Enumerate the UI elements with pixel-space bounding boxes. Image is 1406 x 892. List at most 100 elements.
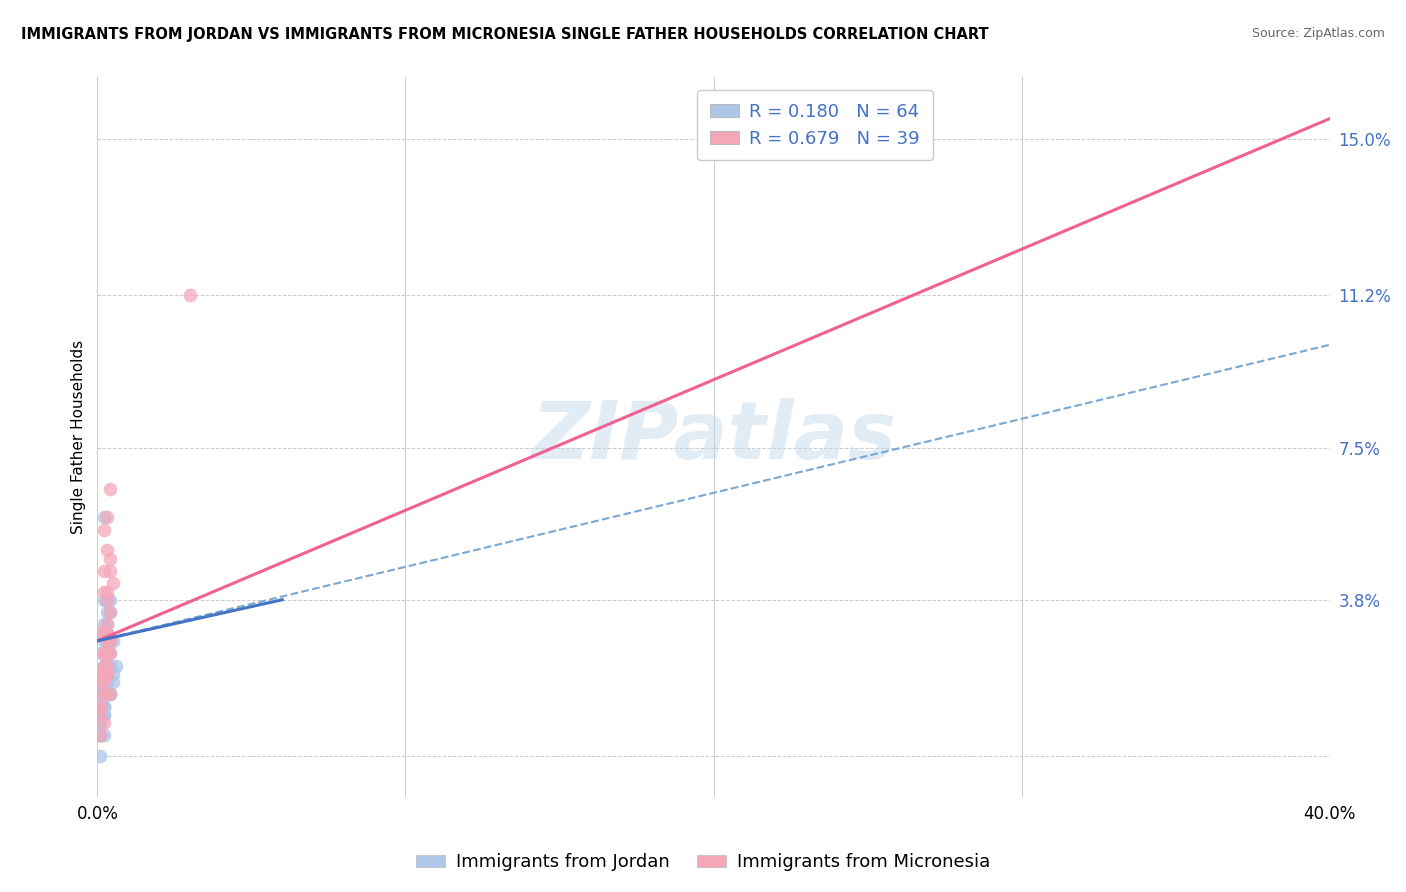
Point <box>89 699 111 714</box>
Point <box>93 592 115 607</box>
Point <box>93 564 115 578</box>
Legend: R = 0.180   N = 64, R = 0.679   N = 39: R = 0.180 N = 64, R = 0.679 N = 39 <box>697 90 932 161</box>
Point <box>89 666 111 681</box>
Point <box>89 687 111 701</box>
Point <box>93 729 115 743</box>
Point <box>93 510 115 524</box>
Point <box>101 633 124 648</box>
Point <box>89 625 111 640</box>
Text: ZIPatlas: ZIPatlas <box>531 399 896 476</box>
Point <box>89 699 111 714</box>
Point <box>93 658 115 673</box>
Point <box>98 687 121 701</box>
Point <box>93 675 115 690</box>
Point <box>98 564 121 578</box>
Point <box>93 687 115 701</box>
Point <box>93 646 115 660</box>
Point <box>93 675 115 690</box>
Point <box>93 658 115 673</box>
Text: Source: ZipAtlas.com: Source: ZipAtlas.com <box>1251 27 1385 40</box>
Point <box>96 646 118 660</box>
Point <box>179 288 201 302</box>
Point <box>93 707 115 722</box>
Point <box>96 675 118 690</box>
Point <box>93 716 115 731</box>
Point <box>96 510 118 524</box>
Point <box>98 605 121 619</box>
Point <box>96 666 118 681</box>
Point <box>96 658 118 673</box>
Point <box>93 666 115 681</box>
Legend: Immigrants from Jordan, Immigrants from Micronesia: Immigrants from Jordan, Immigrants from … <box>409 847 997 879</box>
Point <box>93 699 115 714</box>
Point <box>96 592 118 607</box>
Point <box>101 675 124 690</box>
Point <box>93 625 115 640</box>
Point <box>96 658 118 673</box>
Point <box>96 646 118 660</box>
Point <box>89 666 111 681</box>
Point <box>98 687 121 701</box>
Point <box>96 666 118 681</box>
Point <box>89 749 111 764</box>
Point <box>93 658 115 673</box>
Point <box>89 707 111 722</box>
Point <box>98 633 121 648</box>
Point <box>98 605 121 619</box>
Point <box>101 666 124 681</box>
Point <box>89 716 111 731</box>
Point <box>96 617 118 632</box>
Point <box>89 707 111 722</box>
Point <box>89 729 111 743</box>
Point <box>93 675 115 690</box>
Point <box>89 675 111 690</box>
Point <box>89 707 111 722</box>
Point <box>89 729 111 743</box>
Point <box>96 625 118 640</box>
Point <box>98 687 121 701</box>
Point <box>89 666 111 681</box>
Y-axis label: Single Father Households: Single Father Households <box>72 340 86 534</box>
Point <box>101 576 124 591</box>
Point <box>96 687 118 701</box>
Point <box>89 687 111 701</box>
Point <box>89 707 111 722</box>
Point <box>96 666 118 681</box>
Point <box>89 716 111 731</box>
Point <box>96 646 118 660</box>
Point <box>89 646 111 660</box>
Point <box>93 646 115 660</box>
Point <box>98 646 121 660</box>
Point <box>96 605 118 619</box>
Point <box>96 633 118 648</box>
Point <box>89 687 111 701</box>
Point <box>89 707 111 722</box>
Point <box>96 584 118 599</box>
Point <box>96 617 118 632</box>
Point <box>93 699 115 714</box>
Point <box>98 592 121 607</box>
Point <box>89 729 111 743</box>
Point <box>96 625 118 640</box>
Point <box>93 707 115 722</box>
Point <box>98 646 121 660</box>
Point <box>93 523 115 537</box>
Text: IMMIGRANTS FROM JORDAN VS IMMIGRANTS FROM MICRONESIA SINGLE FATHER HOUSEHOLDS CO: IMMIGRANTS FROM JORDAN VS IMMIGRANTS FRO… <box>21 27 988 42</box>
Point <box>98 633 121 648</box>
Point <box>98 482 121 496</box>
Point <box>96 687 118 701</box>
Point <box>98 658 121 673</box>
Point <box>93 699 115 714</box>
Point <box>93 646 115 660</box>
Point <box>93 584 115 599</box>
Point <box>93 617 115 632</box>
Point <box>89 675 111 690</box>
Point <box>96 543 118 558</box>
Point <box>89 729 111 743</box>
Point <box>96 633 118 648</box>
Point <box>93 633 115 648</box>
Point <box>93 687 115 701</box>
Point <box>96 646 118 660</box>
Point <box>104 658 127 673</box>
Point <box>96 625 118 640</box>
